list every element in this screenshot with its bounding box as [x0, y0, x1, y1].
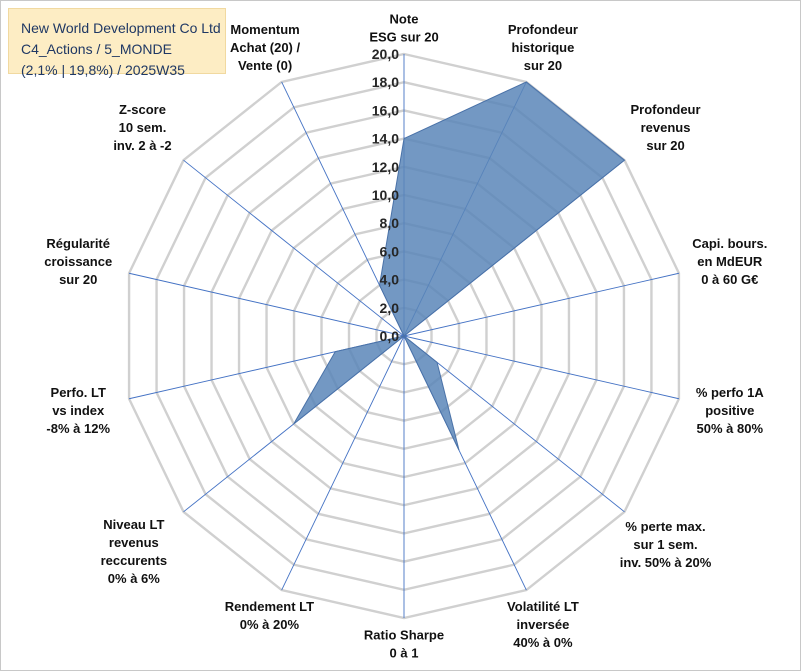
tick-label: 8,0: [380, 215, 400, 231]
tick-label: 18,0: [372, 74, 399, 90]
axis-label-line: positive: [705, 403, 754, 418]
axis-label-line: Note: [390, 12, 419, 27]
axis-label-line: sur 1 sem.: [633, 537, 697, 552]
axis-label-line: 50% à 80%: [697, 421, 764, 436]
tick-label: 2,0: [380, 300, 400, 316]
axis-label-line: Profondeur: [508, 22, 578, 37]
axis-label: Z-score 10 sem. inv. 2 à -2: [113, 102, 171, 153]
axis-label-line: Régularité: [46, 236, 110, 251]
tick-label: 12,0: [372, 159, 399, 175]
axis-label: Note ESG sur 20: [369, 12, 438, 45]
axis-label: Volatilité LT inversée 40% à 0%: [507, 599, 579, 650]
axis-label-line: sur 20: [524, 58, 562, 73]
axis-label: Régularité croissance sur 20: [44, 236, 112, 287]
axis-label-line: Capi. bours.: [692, 236, 767, 251]
axis-label-line: Ratio Sharpe: [364, 628, 444, 643]
axis-label-line: Momentum: [230, 22, 299, 37]
tick-label: 20,0: [372, 46, 399, 62]
axis-label-line: revenus: [109, 535, 159, 550]
axis-label-line: reccurents: [101, 553, 167, 568]
axis-label-line: inv. 2 à -2: [113, 138, 171, 153]
axis-label-line: sur 20: [646, 138, 684, 153]
axis-label-line: inv. 50% à 20%: [620, 555, 712, 570]
axis-label-line: 0% à 6%: [108, 571, 160, 586]
axis-label-line: 40% à 0%: [513, 635, 573, 650]
axis-spoke: [403, 272, 680, 337]
axis-label-line: 10 sem.: [119, 120, 167, 135]
axis-label-line: 0 à 60 G€: [701, 272, 758, 287]
axis-label: % perfo 1A positive 50% à 80%: [696, 385, 765, 436]
axis-label-line: sur 20: [59, 272, 97, 287]
axis-label-line: % perfo 1A: [696, 385, 765, 400]
axis-label: % perte max. sur 1 sem. inv. 50% à 20%: [620, 519, 712, 570]
axis-label-line: 0% à 20%: [240, 617, 300, 632]
axis-label-line: revenus: [641, 120, 691, 135]
axis-label-line: Volatilité LT: [507, 599, 579, 614]
tick-label: 10,0: [372, 187, 399, 203]
axis-label-line: en MdEUR: [697, 254, 763, 269]
axis-label: Profondeur revenus sur 20: [631, 102, 701, 153]
axis-label: Rendement LT 0% à 20%: [225, 599, 314, 632]
axis-label-line: vs index: [52, 403, 105, 418]
chart-title-box: New World Development Co Ltd C4_Actions …: [8, 8, 226, 78]
axis-spoke: [128, 272, 405, 337]
axis-label-line: Achat (20) /: [230, 40, 300, 55]
axis-label: Ratio Sharpe 0 à 1: [364, 628, 444, 661]
data-series: [293, 81, 626, 451]
axis-label-line: inversée: [517, 617, 570, 632]
axis-label-line: Vente (0): [238, 58, 292, 73]
axis-label: Profondeur historique sur 20: [508, 22, 578, 73]
axis-label-line: -8% à 12%: [46, 421, 110, 436]
axis-label-line: historique: [512, 40, 575, 55]
axis-label: Perfo. LT vs index -8% à 12%: [46, 385, 110, 436]
axis-label-line: Rendement LT: [225, 599, 314, 614]
axis-label-line: ESG sur 20: [369, 30, 438, 45]
tick-label: 4,0: [380, 272, 400, 288]
axis-label-line: % perte max.: [625, 519, 705, 534]
tick-label: 6,0: [380, 243, 400, 259]
axis-label-line: 0 à 1: [390, 646, 419, 661]
series-area: [293, 81, 626, 451]
axis-label-line: Profondeur: [631, 102, 701, 117]
tick-label: 0,0: [380, 328, 400, 344]
tick-label: 14,0: [372, 131, 399, 147]
axis-label-line: Niveau LT: [103, 517, 164, 532]
axis-spoke: [183, 159, 405, 337]
chart-title-category: C4_Actions / 5_MONDE: [21, 41, 172, 57]
tick-labels: 0,0 2,0 4,0 6,0 8,0 10,0 12,0 14,0 16,0 18,0 20,0: [372, 46, 399, 344]
axis-spoke: [281, 335, 405, 591]
axis-label-line: Perfo. LT: [51, 385, 106, 400]
axis-label: Momentum Achat (20) / Vente (0): [230, 22, 300, 73]
axis-label-line: Z-score: [119, 102, 166, 117]
axis-spoke: [403, 335, 680, 400]
axis-label: Niveau LT revenus reccurents 0% à 6%: [101, 517, 167, 586]
chart-title-company: New World Development Co Ltd: [21, 20, 221, 36]
axis-label-line: croissance: [44, 254, 112, 269]
axis-spoke: [403, 335, 625, 513]
axis-label: Capi. bours. en MdEUR 0 à 60 G€: [692, 236, 767, 287]
tick-label: 16,0: [372, 102, 399, 118]
chart-title-period: (2,1% | 19,8%) / 2025W35: [21, 62, 185, 78]
axis-labels: Note ESG sur 20 Profondeur historique sur 20…: [44, 12, 767, 661]
